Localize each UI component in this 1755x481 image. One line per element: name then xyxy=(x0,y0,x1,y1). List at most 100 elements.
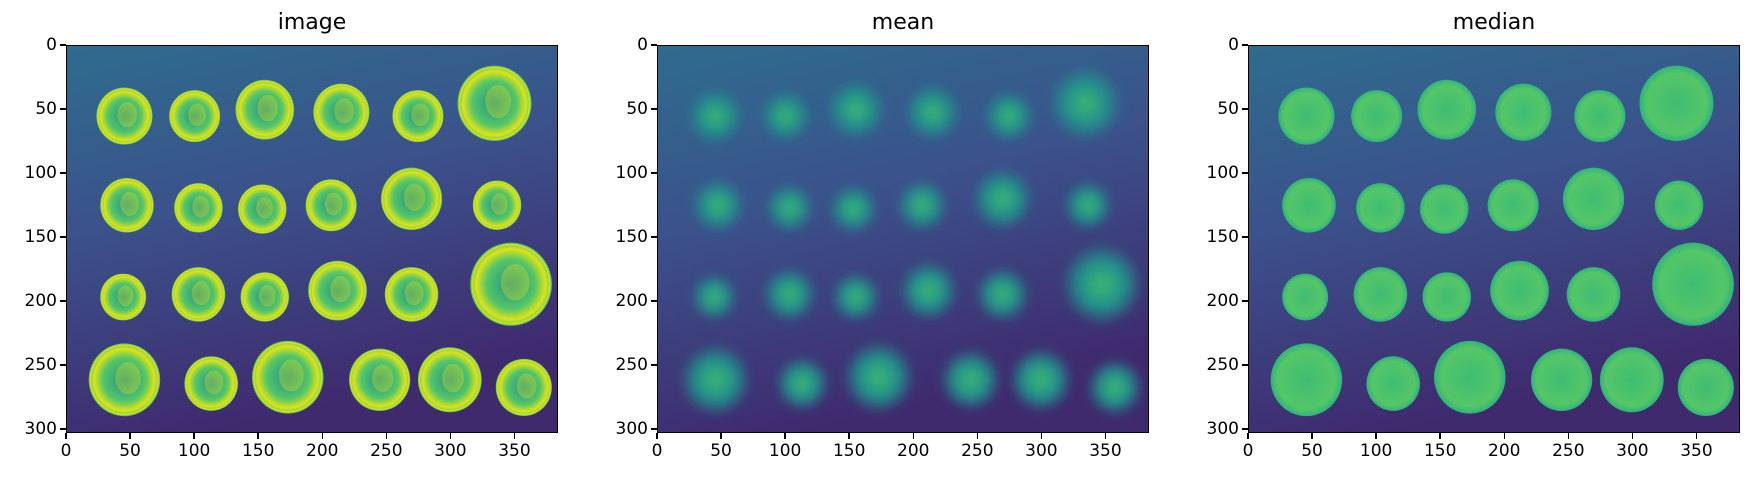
coin-23 xyxy=(495,358,552,416)
xtick-label: 250 xyxy=(370,441,403,461)
coin-17 xyxy=(1061,242,1143,326)
coin-4 xyxy=(392,90,444,143)
coin-face-17 xyxy=(500,263,530,301)
xtick-label: 0 xyxy=(1242,441,1254,461)
coin-0 xyxy=(96,87,153,145)
coin-face-7 xyxy=(192,195,210,218)
xtick-label: 350 xyxy=(498,441,531,461)
coin-21 xyxy=(940,348,1002,411)
coin-2 xyxy=(826,79,886,140)
xtick-mark xyxy=(1375,433,1377,439)
ytick-mark xyxy=(651,236,657,238)
coin-face-11 xyxy=(490,193,508,215)
coin-face-21 xyxy=(371,364,394,392)
coin-9 xyxy=(1487,179,1539,232)
coin-9 xyxy=(896,179,948,232)
coin-7 xyxy=(1356,183,1405,233)
xtick-mark xyxy=(1104,433,1107,439)
ytick-mark xyxy=(1242,108,1248,110)
coin-face-22 xyxy=(441,363,465,393)
ytick-label: 50 xyxy=(35,99,57,120)
xtick-label: 300 xyxy=(1616,441,1649,461)
coin-6 xyxy=(1282,177,1336,233)
panel-title-median: median xyxy=(1452,10,1536,35)
coin-13 xyxy=(762,267,817,322)
coin-18 xyxy=(679,343,752,417)
coin-5 xyxy=(1048,65,1123,142)
xtick-mark xyxy=(1040,433,1043,439)
xtick-mark xyxy=(1311,433,1313,439)
coin-0 xyxy=(1278,87,1335,145)
image-plot xyxy=(67,46,557,432)
ytick-mark xyxy=(651,428,657,430)
ytick-mark xyxy=(1242,428,1248,430)
xtick-mark xyxy=(193,433,195,439)
xtick-label: 250 xyxy=(1552,441,1585,461)
ytick-mark xyxy=(60,44,66,46)
coin-face-6 xyxy=(120,191,140,216)
coin-rim-15 xyxy=(308,261,367,320)
ytick-mark xyxy=(1242,300,1248,302)
coin-1 xyxy=(1351,90,1403,143)
coin-18 xyxy=(1270,343,1343,417)
coin-19 xyxy=(775,356,829,411)
coin-4 xyxy=(983,90,1035,143)
xtick-label: 0 xyxy=(60,441,72,461)
coin-19 xyxy=(184,356,238,411)
coin-8 xyxy=(237,184,287,234)
coin-12 xyxy=(100,273,147,321)
coin-14 xyxy=(831,272,881,322)
ytick-label: 150 xyxy=(24,227,57,248)
ytick-label: 200 xyxy=(615,291,648,312)
ytick-mark xyxy=(60,428,66,430)
xtick-label: 250 xyxy=(961,441,994,461)
xtick-mark xyxy=(912,433,914,439)
coin-11 xyxy=(1063,180,1113,230)
coin-face-14 xyxy=(258,284,276,307)
coin-rim-9 xyxy=(306,179,357,231)
ytick-mark xyxy=(651,300,657,302)
ytick-mark xyxy=(1242,172,1248,174)
ytick-mark xyxy=(60,172,66,174)
coin-23 xyxy=(1677,358,1734,416)
coin-rim-19 xyxy=(184,356,238,411)
coin-face-16 xyxy=(404,281,424,306)
coin-rim-16 xyxy=(385,267,438,322)
coin-22 xyxy=(1008,347,1073,413)
axes-median xyxy=(1248,45,1740,433)
xtick-label: 200 xyxy=(1488,441,1521,461)
coin-rim-2 xyxy=(236,80,294,139)
coin-5 xyxy=(1639,65,1714,142)
coin-14 xyxy=(1422,272,1472,322)
coin-20 xyxy=(843,340,915,414)
coin-12 xyxy=(1282,273,1329,321)
coin-rim-22 xyxy=(418,348,481,412)
coin-rim-23 xyxy=(496,359,552,416)
xtick-label: 200 xyxy=(306,441,339,461)
coin-18 xyxy=(88,343,161,417)
coin-face-23 xyxy=(516,373,537,399)
xtick-mark xyxy=(1631,433,1634,439)
coin-rim-4 xyxy=(392,90,443,142)
ytick-label: 300 xyxy=(24,419,57,440)
axes-mean xyxy=(657,45,1149,433)
xtick-mark xyxy=(1695,433,1698,439)
ytick-label: 0 xyxy=(1228,35,1239,55)
coin-11 xyxy=(472,180,522,230)
ytick-mark xyxy=(60,236,66,238)
coin-6 xyxy=(691,177,745,233)
coin-face-18 xyxy=(115,361,141,395)
coin-1 xyxy=(760,90,812,143)
coin-face-4 xyxy=(411,103,430,127)
coin-face-20 xyxy=(278,359,304,392)
ytick-label: 300 xyxy=(1206,419,1239,440)
xtick-mark xyxy=(129,433,131,439)
coin-5 xyxy=(457,65,532,142)
ytick-mark xyxy=(651,44,657,46)
coin-3 xyxy=(904,83,961,141)
xtick-mark xyxy=(257,433,259,439)
coin-rim-6 xyxy=(100,178,154,232)
coin-17 xyxy=(1652,242,1734,326)
mean-plot xyxy=(658,46,1148,432)
coin-6 xyxy=(100,177,154,233)
